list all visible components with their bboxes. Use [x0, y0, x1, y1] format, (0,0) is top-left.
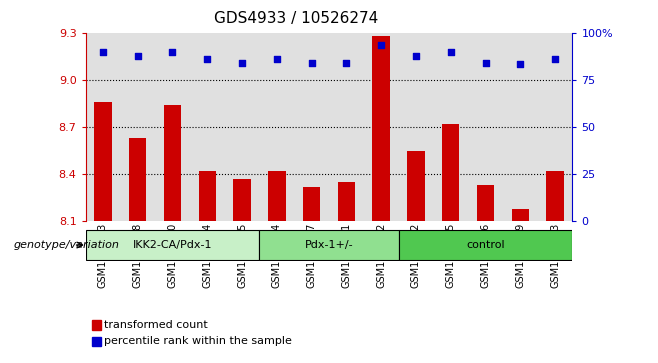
Bar — [120, 33, 155, 221]
Bar — [199, 171, 216, 221]
Point — [515, 61, 526, 67]
Bar — [442, 124, 459, 221]
Bar — [259, 33, 294, 221]
Point — [480, 60, 491, 65]
Bar — [546, 171, 564, 221]
Bar — [538, 33, 572, 221]
Bar — [364, 33, 399, 221]
Point — [202, 57, 213, 62]
Bar — [259, 230, 399, 260]
Bar — [190, 33, 224, 221]
Text: percentile rank within the sample: percentile rank within the sample — [104, 336, 292, 346]
Text: control: control — [467, 240, 505, 250]
Bar — [407, 151, 424, 221]
Point — [97, 49, 108, 54]
Text: GDS4933 / 10526274: GDS4933 / 10526274 — [214, 11, 378, 26]
Point — [237, 60, 247, 65]
Bar — [86, 33, 120, 221]
Bar — [234, 179, 251, 221]
Point — [167, 49, 178, 54]
Point — [307, 60, 317, 65]
Bar — [155, 33, 190, 221]
Bar — [129, 138, 147, 221]
Point — [341, 60, 351, 65]
Point — [550, 57, 561, 62]
Point — [132, 53, 143, 59]
Bar — [399, 230, 572, 260]
Text: IKK2-CA/Pdx-1: IKK2-CA/Pdx-1 — [133, 240, 213, 250]
Bar — [329, 33, 364, 221]
Bar — [268, 171, 286, 221]
Bar — [303, 187, 320, 221]
Bar — [468, 33, 503, 221]
Bar — [512, 209, 529, 221]
Text: genotype/variation: genotype/variation — [13, 240, 119, 250]
Bar — [224, 33, 259, 221]
Point — [272, 57, 282, 62]
Bar — [92, 337, 101, 346]
Text: Pdx-1+/-: Pdx-1+/- — [305, 240, 353, 250]
Bar — [503, 33, 538, 221]
Point — [376, 42, 386, 48]
Point — [411, 53, 421, 59]
Bar — [372, 36, 390, 221]
Bar — [92, 320, 101, 330]
Bar — [94, 102, 112, 221]
Bar — [86, 230, 259, 260]
Bar — [477, 185, 494, 221]
Point — [445, 49, 456, 54]
Text: transformed count: transformed count — [104, 320, 208, 330]
Bar — [338, 182, 355, 221]
Bar — [434, 33, 468, 221]
Bar — [294, 33, 329, 221]
Bar — [164, 105, 181, 221]
Bar — [399, 33, 434, 221]
